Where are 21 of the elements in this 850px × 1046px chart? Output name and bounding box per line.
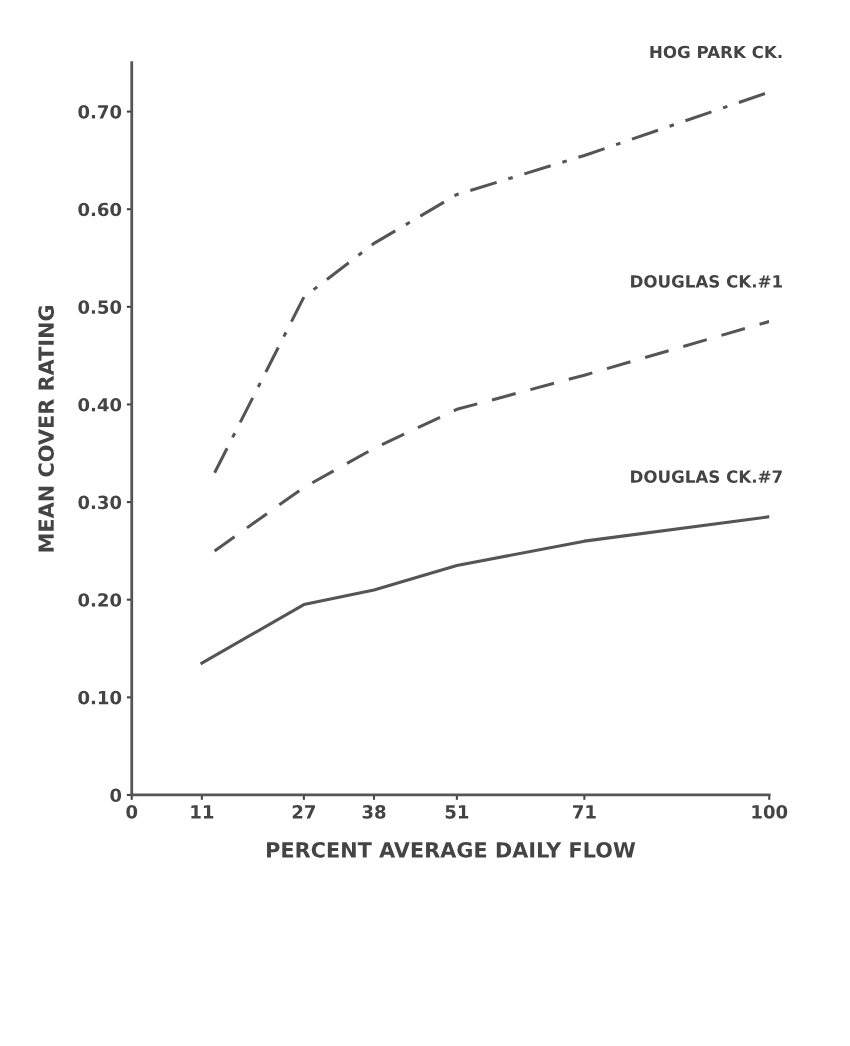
x-tick-label: 38 bbox=[362, 805, 386, 819]
x-tick-label: 100 bbox=[752, 805, 788, 819]
x-tick-label: 71 bbox=[573, 805, 596, 819]
x-axis-title: PERCENT AVERAGE DAILY FLOW bbox=[267, 841, 636, 858]
y-tick-label: 0.60 bbox=[78, 202, 122, 217]
text: DOUGLAS CK.#1 bbox=[631, 275, 782, 288]
y-tick-label: 0 bbox=[110, 788, 122, 803]
x-tick-label: 11 bbox=[191, 805, 214, 819]
y-tick-label: 0.70 bbox=[78, 105, 122, 119]
text: HOG PARK CK. bbox=[650, 45, 782, 59]
y-tick-label: 0.50 bbox=[78, 300, 122, 314]
y-tick-label: 0.10 bbox=[78, 690, 122, 705]
y-tick-label: 0.20 bbox=[78, 593, 122, 607]
x-tick-label: 0 bbox=[126, 805, 138, 819]
x-tick-label: 51 bbox=[445, 805, 469, 819]
y-axis-title: MEAN COVER RATING bbox=[38, 305, 54, 552]
line-series bbox=[200, 515, 770, 665]
text: DOUGLAS CK.#7 bbox=[631, 470, 782, 483]
y-tick-label: 0.30 bbox=[78, 495, 122, 510]
x-tick-label: 27 bbox=[292, 805, 315, 819]
y-tick-label: 0.40 bbox=[78, 397, 122, 412]
